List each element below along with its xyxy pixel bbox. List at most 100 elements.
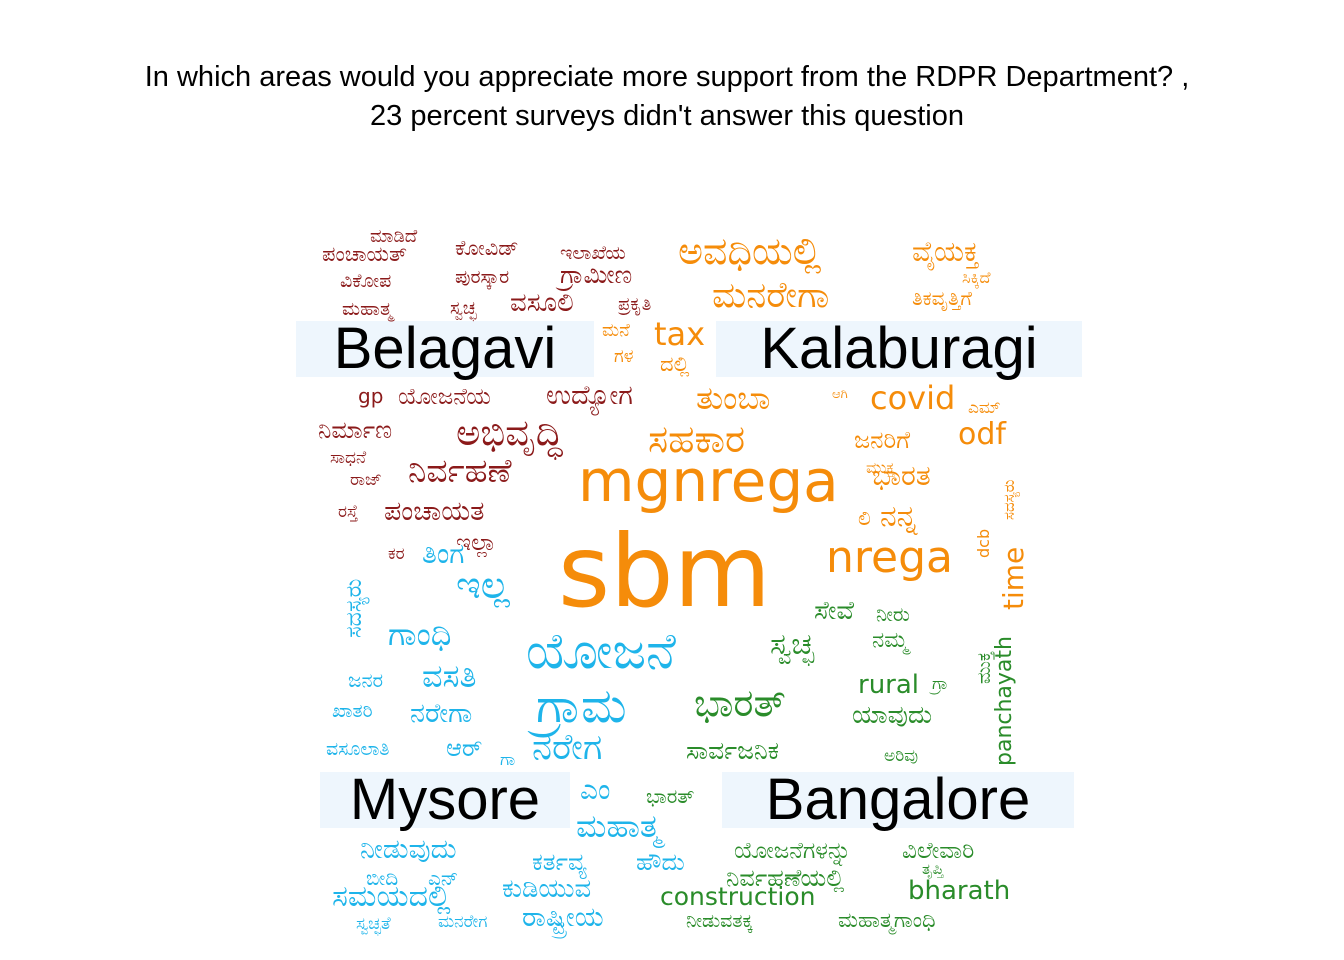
word: ಮಹಾತ್ಮ	[576, 807, 662, 845]
word: ಇಲ್ಲಾ	[456, 530, 497, 556]
word: dcb	[974, 528, 993, 558]
word: ಎಂ	[580, 773, 611, 806]
word: ಸ್ವಚ್ಛ	[770, 627, 815, 662]
word: ನನ್ನ	[880, 499, 918, 534]
word: ಸೇವೆ	[814, 596, 855, 626]
word: ವೈಯಕ್ತ	[912, 235, 979, 268]
word: ಸ್ವಚ್ಛ	[450, 298, 477, 319]
word: rural	[858, 670, 920, 700]
word: ಸದಸ್ಯರು	[342, 578, 367, 638]
word: ನೀರು	[876, 602, 910, 626]
word: covid	[870, 379, 956, 417]
region-label-mysore: Mysore	[320, 771, 570, 829]
word: ಪಂಚಾಯತ್	[322, 242, 407, 266]
word: ನಿರ್ವಹಣೆ	[408, 451, 512, 490]
word: ಸದಸ್ಯರು	[1000, 479, 1018, 520]
word: ನೀಡುವುದು	[360, 834, 457, 865]
word: ಲಿ	[858, 506, 871, 530]
word: ಎಮ್	[968, 398, 1001, 418]
word: ನರೇಗಾ	[410, 698, 473, 729]
word: panchayath	[992, 636, 1017, 766]
word: ಮಹಾತ್ಮಗಾಂಧಿ	[838, 908, 936, 932]
word: ಮನರೇಗ	[438, 912, 488, 932]
word: ಮನರೇಗಾ	[712, 275, 830, 316]
title-line-2: 23 percent surveys didn't answer this qu…	[370, 100, 964, 132]
word: ಗಾ	[500, 750, 516, 770]
word: ಪುರಸ್ಕಾರ	[455, 266, 510, 288]
word: ತುಂಬಾ	[696, 379, 771, 417]
word: ನೀಡುವತಕ್ಕ	[686, 910, 753, 932]
word: nrega	[826, 532, 953, 583]
word: ಯೋಜನೆಗಳನ್ನು	[734, 838, 852, 864]
word: ಕೋವಿಡ್	[455, 236, 519, 260]
word: ಗ್ರಾ	[932, 674, 948, 694]
word: ಸ್ವಚ್ಛತೆ	[356, 914, 391, 934]
word: ವಿಕೋಪ	[340, 270, 392, 292]
word: ಕುಡಿಯುವ	[502, 874, 592, 904]
word: mgnrega	[578, 447, 839, 515]
word: ಮುಕ್ತ	[866, 458, 895, 477]
word: ಸಮಯದಲ್ಲಿ	[332, 879, 451, 914]
word: ಪಂಚಾಯತ	[384, 496, 485, 527]
word: ಸಹಕಾರ	[648, 417, 746, 461]
word: ನಿರ್ವಹಣೆಯಲ್ಲಿ	[726, 864, 845, 892]
word: ಭಾರತ್	[646, 784, 695, 808]
word: ನಿರ್ಮಾಣ	[318, 416, 393, 444]
word: gp	[358, 384, 384, 408]
word: ಇಲಾಖೆಯ	[560, 242, 626, 264]
word: ದಲ್ಲಿ	[660, 352, 690, 376]
word: tax	[654, 315, 706, 353]
word: ಉದ್ಯೋಗ	[546, 380, 633, 411]
word: ಅಭಿವೃದ್ಧಿ	[456, 411, 563, 454]
word: construction	[660, 882, 816, 911]
word: ಜನರ	[348, 668, 384, 692]
page-title: In which areas would you appreciate more…	[0, 58, 1334, 136]
word: sbm	[558, 513, 771, 630]
word: ಭಾರತ	[872, 459, 931, 492]
word: ಕರ್ತವ್ಯ	[532, 848, 587, 876]
word: ಅವಧಿಯಲ್ಲಿ	[678, 229, 822, 273]
word: ಕರ	[388, 544, 405, 564]
word: ಇಲ್ಲ	[456, 563, 510, 607]
word: ರಾಜ್	[350, 470, 382, 490]
word: time	[997, 546, 1030, 610]
word: ವಸೂಲಾತಿ	[326, 738, 390, 760]
word: ಜನರಿಗೆ	[854, 426, 911, 454]
word: ಸಿಕ್ಕಿದೆ	[962, 268, 991, 287]
word: ಎನ್	[428, 866, 459, 890]
word: ಗಾಂಧಿ	[388, 615, 452, 653]
title-line-1: In which areas would you appreciate more…	[144, 61, 1190, 93]
word: ಖಾತರಿ	[332, 700, 373, 722]
region-label-belagavi: Belagavi	[296, 320, 594, 378]
word: ಯೋಜನೆಯ	[398, 384, 491, 410]
word: ವಿಲೇವಾರಿ	[902, 838, 975, 864]
word: ಪ್ರಕೃತಿ	[618, 294, 652, 315]
word: ಗ್ರಾಮ	[536, 678, 627, 734]
word: ನಮ್ಮ	[872, 628, 909, 653]
word: ಅರಿವು	[884, 746, 919, 766]
word: ಮನೆ	[602, 320, 630, 341]
word: ವಸತಿ	[422, 657, 477, 695]
word: ಭಾರತ್	[694, 681, 786, 725]
region-label-bangalore: Bangalore	[722, 771, 1074, 829]
word: ಸಾಧನೆ	[330, 448, 367, 468]
region-label-kalaburagi: Kalaburagi	[716, 320, 1082, 378]
word: ನರೇಗ	[532, 727, 603, 768]
word: ಗ್ರಾಮೀಣ	[560, 260, 633, 289]
word: ವಸೂಲಿ	[510, 288, 574, 318]
word: ಯಾವುದು	[852, 700, 933, 729]
word: ಆಗಿ	[832, 387, 848, 402]
word: ತಿಂಗ	[422, 537, 465, 570]
word: ಸಾರ್ವಜನಿಕ	[686, 736, 780, 765]
word: ಹೌದು	[636, 848, 685, 876]
word: ರಸ್ತೆ	[338, 502, 359, 522]
word: bharath	[908, 876, 1011, 906]
word: ಮಹಾತ್ಮ	[342, 298, 393, 320]
word: ತೃಪ್ತಿ	[922, 860, 944, 878]
word: ಯೋಜನೆ	[526, 622, 676, 680]
word: odf	[958, 417, 1006, 452]
word: ತಿಕವೃತ್ತಿಗೆ	[912, 286, 972, 310]
word: ಗಳ	[614, 346, 634, 367]
word: ಬೀದಿ	[366, 866, 399, 890]
